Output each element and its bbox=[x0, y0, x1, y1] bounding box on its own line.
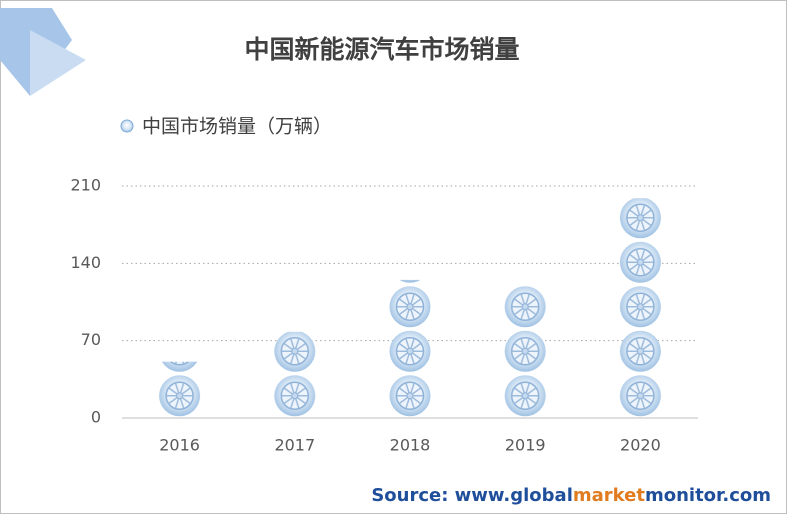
source-part: global bbox=[510, 485, 573, 506]
x-tick-label: 2016 bbox=[159, 436, 200, 455]
y-tick-label: 0 bbox=[91, 408, 101, 427]
pictogram-bar bbox=[618, 198, 663, 418]
pictogram-bar bbox=[503, 284, 548, 418]
source-part: monitor bbox=[645, 485, 725, 506]
x-tick-label: 2018 bbox=[390, 436, 431, 455]
chart-title: 中国新能源汽车市场销量 bbox=[244, 35, 519, 64]
x-tick-label: 2019 bbox=[505, 436, 546, 455]
source-part: Source: www. bbox=[371, 485, 510, 506]
source: Source: www.globalmarketmonitor.com bbox=[371, 485, 771, 506]
y-tick-label: 140 bbox=[70, 253, 101, 272]
y-tick-label: 210 bbox=[70, 176, 101, 195]
pictogram-bar bbox=[388, 279, 432, 418]
y-tick-label: 70 bbox=[81, 330, 101, 349]
x-tick-label: 2020 bbox=[620, 436, 661, 455]
decoration bbox=[30, 30, 86, 96]
legend-label: 中国市场销量（万辆） bbox=[142, 116, 332, 138]
pictogram-bar bbox=[272, 331, 317, 418]
source-part: .com bbox=[722, 485, 771, 506]
pictogram-bar bbox=[157, 361, 202, 418]
legend-swatch bbox=[120, 119, 134, 133]
x-tick-label: 2017 bbox=[274, 436, 315, 455]
source-part: market bbox=[573, 485, 645, 506]
